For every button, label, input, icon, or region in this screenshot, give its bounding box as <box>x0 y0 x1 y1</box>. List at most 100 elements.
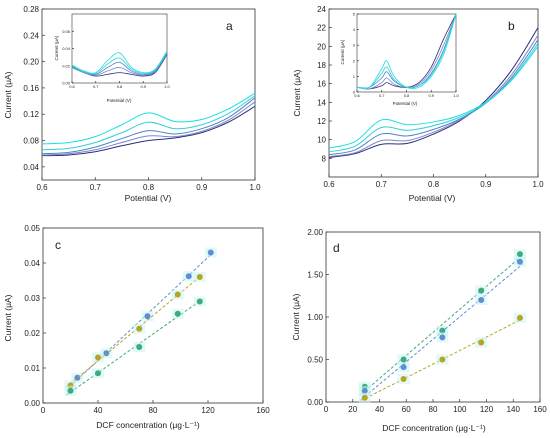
panel-a-inset-xtick-label: 0.7 <box>93 84 99 89</box>
panel-b-series-line-2 <box>328 34 539 157</box>
panel-d-data-point <box>478 297 485 303</box>
panel-b-inset-ytick-label: 1 <box>353 74 356 79</box>
panel-a-ytick-label: 0.04 <box>23 163 39 172</box>
panel-a-inset-xlabel: Potential (V) <box>107 98 132 103</box>
panel-a-inset-axes: 0.6 0.7 0.8 0.9 1.0 0.00 0.02 0.04 0.06 <box>62 29 170 89</box>
panel-c-ytick-label: 0.03 <box>24 294 40 303</box>
panel-b-inset-ytick-label: 3 <box>353 43 356 48</box>
panel-a-ytick-label: 0.24 <box>23 31 39 40</box>
panel-c-ytick-label: 0.01 <box>24 364 40 373</box>
panel-a-series-line-4 <box>41 95 256 151</box>
panel-b-inset-ylabel: Current (μA) <box>340 39 345 64</box>
panel-d-data-point <box>400 364 407 371</box>
panel-a-axes: 0.6 0.7 0.8 0.9 1.0 0.04 0.08 0.12 0.16 0.20 0.24 0… <box>23 5 261 192</box>
panel-d-data-point <box>516 314 523 321</box>
panel-a-xtick-label: 1.0 <box>249 183 261 192</box>
panel-b-inset-ytick-label: 5 <box>353 12 356 17</box>
panel-d-xtick-label: 60 <box>402 405 411 414</box>
panel-d-axes: 0 20 40 60 80 100 120 140 160 0.00 0.50 1.00 1.50 2.0… <box>307 228 547 414</box>
panel-a-series-line-3 <box>41 97 256 155</box>
panel-d: 0 20 40 60 80 100 120 140 160 0.00 0.50 1.00 1.50 2.0… <box>291 228 547 433</box>
panel-b-inset-xtick-label: 0.9 <box>428 93 434 98</box>
panel-d-fit-line-2 <box>360 263 523 401</box>
panel-c-ytick-label: 0.04 <box>24 259 40 268</box>
panel-c-data-point <box>95 354 101 361</box>
panel-c-ytick-label: 0.00 <box>24 399 40 408</box>
panel-d-data-point <box>516 251 523 258</box>
panel-b-xtick-label: 0.7 <box>376 180 388 189</box>
panel-d-xtick-label: 120 <box>480 405 494 414</box>
panel-d-series <box>358 249 526 403</box>
panel-d-ytick-label: 0.50 <box>307 356 323 365</box>
panel-a-xtick-label: 0.7 <box>90 183 102 192</box>
panel-a-xtick-label: 0.8 <box>143 183 155 192</box>
panel-b-ytick-label: 20 <box>317 42 326 51</box>
panel-b-inset-xlabel: Potential (V) <box>393 101 418 106</box>
panel-a-series-line-5 <box>41 92 256 145</box>
panel-b-ytick-label: 16 <box>317 80 326 89</box>
panel-a-inset-series <box>71 50 168 77</box>
panel-a-series <box>41 92 256 157</box>
panel-a-ytick-label: 0.12 <box>23 110 39 119</box>
panel-b-inset-series-line-2 <box>356 13 457 90</box>
panel-a-inset-series-line-2 <box>71 53 168 76</box>
panel-b-xtick-label: 0.8 <box>428 180 440 189</box>
panel-d-data-point <box>439 356 446 363</box>
panel-b-inset-xtick-label: 1.0 <box>453 93 459 98</box>
panel-b-inset-frame <box>356 13 457 93</box>
panel-a-ytick-label: 0.08 <box>23 137 39 146</box>
panel-b-series-line-1 <box>328 27 539 158</box>
panel-d-ytick-label: 2.00 <box>307 228 323 237</box>
panel-d-ytick-label: 1.50 <box>307 271 323 280</box>
panel-c-axes: 0 40 80 120 160 0.00 0.01 0.02 0.03 0.04 0.05 <box>24 224 270 415</box>
panel-b-ytick-label: 22 <box>317 24 326 33</box>
panel-d-xtick-label: 140 <box>507 405 521 414</box>
panel-b-ytick-label: 12 <box>317 117 326 126</box>
panel-b-xtick-label: 1.0 <box>532 180 544 189</box>
panel-b-inset-xtick-label: 0.6 <box>354 93 360 98</box>
panel-d-xtick-label: 0 <box>324 405 329 414</box>
panel-d-ytick-label: 0.00 <box>307 398 323 407</box>
panel-d-ylabel: Current (μA) <box>291 293 301 340</box>
panel-a-inset-series-line-5 <box>71 50 168 74</box>
panel-b-inset-series-line-1 <box>356 13 457 90</box>
panel-b-inset-series-line-5 <box>356 13 457 90</box>
panel-b-inset-xtick-label: 0.8 <box>404 93 410 98</box>
panel-c-xtick-label: 120 <box>201 406 215 415</box>
panel-a-inset-ytick-label: 0.00 <box>62 81 71 86</box>
panel-b-inset-ytick-label: 2 <box>353 58 356 63</box>
panel-d-data-point <box>439 334 446 341</box>
panel-c-data-point <box>185 273 192 280</box>
panel-d-data-point <box>361 387 368 394</box>
panel-a-series-line-1 <box>41 105 256 157</box>
panel-c-data-point <box>136 325 143 332</box>
panel-c-ylabel: Current (μA) <box>3 294 13 341</box>
panel-b-inset-axes: 0.6 0.7 0.8 0.9 1.0 0 1 2 3 4 5 <box>353 12 460 99</box>
panel-d-xtick-label: 80 <box>429 405 438 414</box>
panel-a-ytick-label: 0.16 <box>23 84 39 93</box>
panel-b-ylabel: Current (μA) <box>292 69 302 116</box>
panel-c-data-point <box>103 350 110 357</box>
panel-b-inset-series <box>356 13 457 90</box>
panel-d-xtick-label: 40 <box>375 405 384 414</box>
panel-d-frame <box>325 231 541 403</box>
panel-a-ytick-label: 0.20 <box>23 58 39 67</box>
panel-a-inset-ylabel: Current (μA) <box>54 35 59 60</box>
panel-d-ytick-label: 1.00 <box>307 313 323 322</box>
panel-d-data-point <box>478 339 485 346</box>
panel-a-ytick-label: 0.28 <box>23 5 39 14</box>
panel-a-ylabel: Current (μA) <box>3 71 13 118</box>
panel-b-inset-ytick-label: 0 <box>353 90 356 95</box>
panel-d-data-point <box>439 327 446 334</box>
panel-c-ytick-label: 0.05 <box>24 224 40 233</box>
panel-c-data-point <box>196 274 203 280</box>
panel-a: 0.6 0.7 0.8 0.9 1.0 0.04 0.08 0.12 0.16 0.20 0.24 0… <box>3 5 261 203</box>
panel-d-xtick-label: 100 <box>453 405 467 414</box>
panel-b-inset-ytick-label: 4 <box>353 27 356 32</box>
panel-b-xlabel: Potential (V) <box>409 193 456 203</box>
panel-b-series-line-5 <box>328 46 539 149</box>
panel-b-series <box>328 27 539 158</box>
panel-a-letter: a <box>226 19 233 33</box>
